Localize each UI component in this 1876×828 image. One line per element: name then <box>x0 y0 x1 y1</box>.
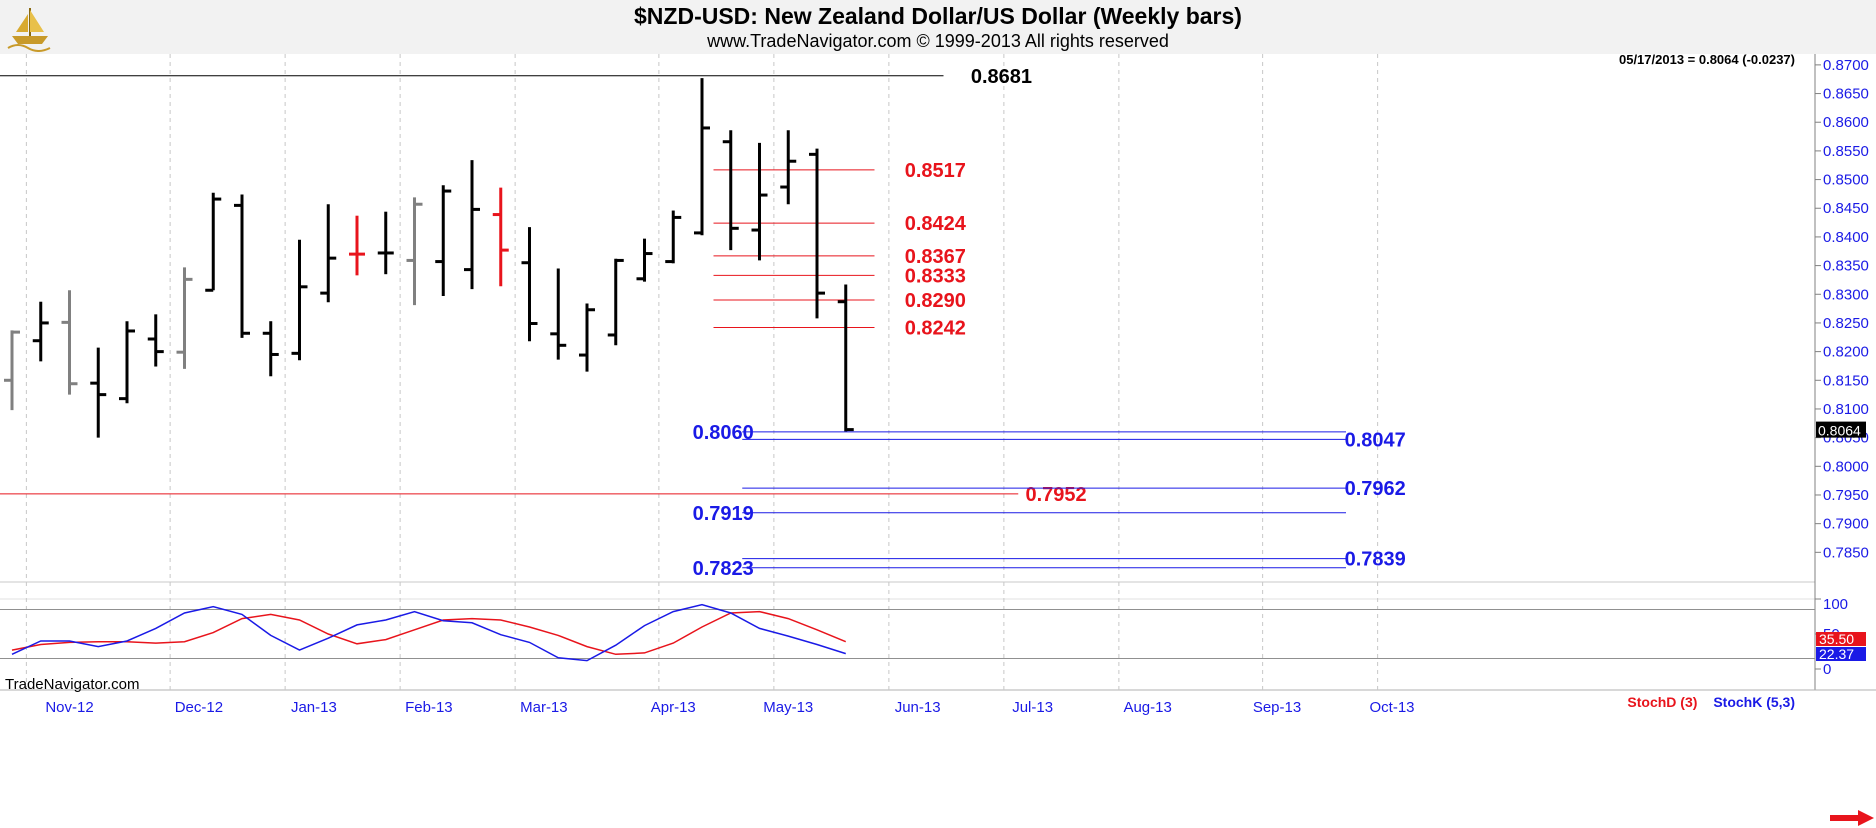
sailing-ship-logo-icon <box>7 8 51 52</box>
x-tick-label: Jan-13 <box>291 699 337 716</box>
level-label: 0.7839 <box>1345 549 1406 571</box>
level-label: 0.8681 <box>971 66 1032 88</box>
chart-title: $NZD-USD: New Zealand Dollar/US Dollar (… <box>634 3 1242 29</box>
x-tick-label: May-13 <box>763 699 813 716</box>
x-tick-label: Mar-13 <box>520 699 568 716</box>
level-label: 0.7962 <box>1345 478 1406 500</box>
y-tick-label: 0.8100 <box>1823 401 1869 418</box>
y-tick-label: 0.8450 <box>1823 200 1869 217</box>
y-tick-label: 0.8350 <box>1823 258 1869 275</box>
stoch-y-tick-label: 0 <box>1823 661 1831 678</box>
stochastic-legend: StochD (3) StochK (5,3) <box>1627 694 1795 710</box>
stochk-value-label: 22.37 <box>1819 646 1854 662</box>
y-tick-label: 0.7850 <box>1823 544 1869 561</box>
y-tick-label: 0.7900 <box>1823 516 1869 533</box>
y-tick-label: 0.8300 <box>1823 286 1869 303</box>
y-tick-label: 0.8700 <box>1823 57 1869 74</box>
x-tick-label: Dec-12 <box>175 699 223 716</box>
stochd-value-badge <box>1816 632 1866 646</box>
y-tick-label: 0.8250 <box>1823 315 1869 332</box>
stoch-y-tick-label: 100 <box>1823 596 1848 613</box>
x-tick-label: Feb-13 <box>405 699 453 716</box>
y-tick-label: 0.8150 <box>1823 372 1869 389</box>
x-tick-label: Nov-12 <box>45 699 93 716</box>
level-label: 0.7823 <box>693 558 754 580</box>
x-tick-label: Jun-13 <box>895 699 941 716</box>
last-price-badge-label: 0.8064 <box>1818 423 1861 439</box>
y-tick-label: 0.8200 <box>1823 344 1869 361</box>
x-tick-label: Jul-13 <box>1012 699 1053 716</box>
level-label: 0.8424 <box>905 213 967 235</box>
level-label: 0.8242 <box>905 318 966 340</box>
x-tick-label: Apr-13 <box>651 699 696 716</box>
legend-stochk: StochK (5,3) <box>1713 694 1795 710</box>
x-tick-label: Oct-13 <box>1369 699 1414 716</box>
y-tick-label: 0.8500 <box>1823 172 1869 189</box>
scroll-right-arrow-icon[interactable] <box>1830 810 1874 826</box>
stochd-value-label: 35.50 <box>1819 631 1854 647</box>
chart-header: $NZD-USD: New Zealand Dollar/US Dollar (… <box>0 0 1876 54</box>
y-tick-label: 0.8650 <box>1823 86 1869 103</box>
level-label: 0.8517 <box>905 160 966 182</box>
level-label: 0.8333 <box>905 265 966 287</box>
level-label: 0.8047 <box>1345 429 1406 451</box>
stochk-value-badge <box>1816 647 1866 661</box>
y-tick-label: 0.8600 <box>1823 114 1869 131</box>
y-tick-label: 0.8550 <box>1823 143 1869 160</box>
level-label: 0.8060 <box>693 422 754 444</box>
last-price-readout: 05/17/2013 = 0.8064 (-0.0237) <box>1618 52 1795 67</box>
level-label: 0.7919 <box>693 503 754 525</box>
stochd-line <box>11 610 847 656</box>
y-tick-label: 0.8400 <box>1823 229 1869 246</box>
level-label: 0.8290 <box>905 290 966 312</box>
level-label: 0.8367 <box>905 246 966 268</box>
y-tick-label: 0.7950 <box>1823 487 1869 504</box>
x-tick-label: Aug-13 <box>1123 699 1171 716</box>
x-tick-label: Sep-13 <box>1253 699 1301 716</box>
watermark-label: TradeNavigator.com <box>5 676 140 693</box>
stochk-line <box>11 603 846 662</box>
y-tick-label: 0.8000 <box>1823 458 1869 475</box>
legend-stochd: StochD (3) <box>1627 694 1698 710</box>
last-price-badge <box>1816 421 1866 438</box>
chart-subtitle: www.TradeNavigator.com © 1999-2013 All r… <box>707 31 1169 51</box>
level-label: 0.7952 <box>1026 484 1087 506</box>
